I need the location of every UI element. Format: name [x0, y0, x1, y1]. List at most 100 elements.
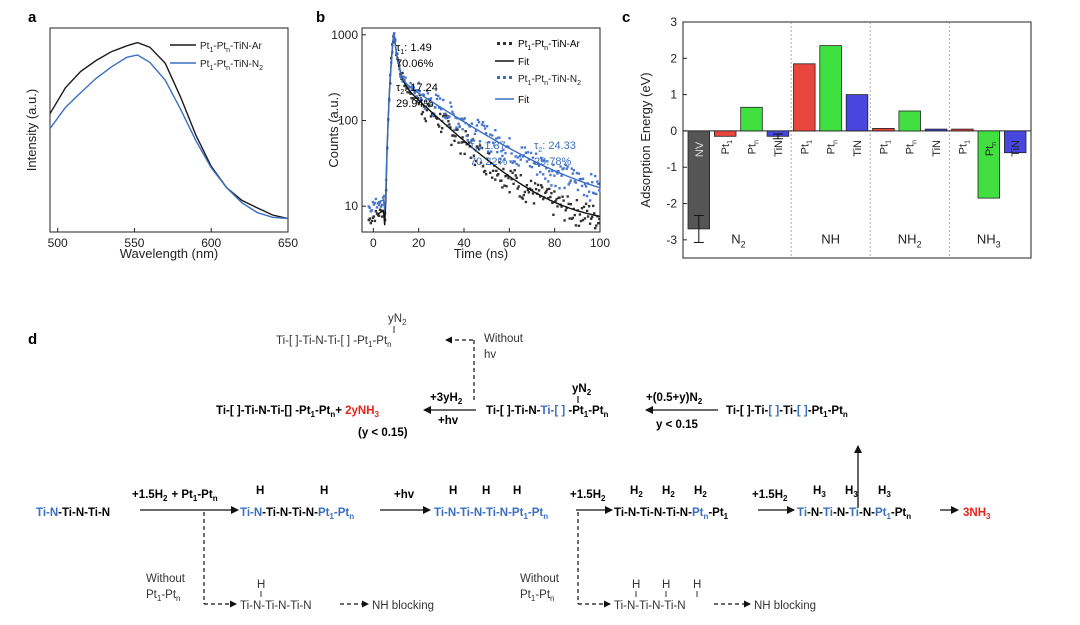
panel-b-point-n2 [587, 190, 591, 193]
ammonia-product: 3NH3 [963, 507, 991, 521]
panel-b-point-n2 [402, 75, 405, 78]
panel-b-point-ar [459, 152, 462, 155]
panel-b-point-n2 [407, 86, 410, 89]
panel-b-point-n2 [457, 122, 460, 125]
panel-b-point-n2 [529, 151, 533, 155]
panel-c-bars: NV Pt1 Ptn TiN Pt1 Ptn TiN Pt1 Ptn TiN Pt1 Ptn TiN [687, 45, 1027, 243]
panel-c-ylabel: Adsorption Energy (eV) [638, 72, 653, 207]
panel-b-point-ar [435, 117, 439, 120]
panel-b-point-ar [500, 179, 503, 182]
panel-c-ytick-label: 2 [670, 51, 677, 65]
panel-b-point-ar [429, 115, 433, 118]
panel-b-point-ar [525, 184, 529, 187]
panel-b-point-ar [406, 91, 409, 94]
panel-b-point-n2 [479, 146, 483, 150]
top-formula: Ti-[ ]-Ti-N-Ti-[ ] -Pt1-Ptn [276, 335, 392, 349]
panel-b-point-n2 [495, 137, 498, 140]
panel-b-point-n2 [546, 160, 549, 163]
n2-tau2: τ2: 24.33 [534, 140, 576, 154]
ar-tau1: τ1: 1.49 [396, 42, 432, 56]
panel-b-point-n2 [442, 98, 445, 102]
panel-b-point-n2 [544, 177, 547, 180]
hydrogenation-hv: +hv [438, 415, 459, 427]
panel-b-point-n2 [418, 90, 421, 93]
panel-b-point-n2 [411, 84, 414, 88]
panel-b-point-ar [578, 213, 582, 216]
panel-b-point-n2 [496, 151, 499, 154]
panel-b-point-ar [586, 215, 590, 218]
panel-b-point-n2 [542, 173, 545, 176]
panel-b-point-n2 [549, 173, 552, 177]
panel-b-point-ar [481, 165, 485, 168]
panel-a-label: a [28, 9, 37, 26]
panel-b-point-ar [587, 205, 591, 208]
panel-c-bar-label: Pt1 [958, 140, 972, 154]
panel-b-point-ar [588, 222, 592, 225]
panel-b-point-ar [412, 97, 415, 100]
panel-b-point-ar [590, 217, 593, 220]
panel-c-bar [793, 63, 816, 132]
panel-b-point-ar [533, 182, 537, 185]
panel-b-point-n2 [580, 184, 584, 188]
panel-b-point-ar [547, 197, 550, 200]
panel-c-bar-label: Pt1 [720, 140, 734, 154]
n2-fixation-reagent: +(0.5+y)N2 [646, 392, 703, 406]
panel-b-point-ar [565, 206, 568, 210]
panel-b-point-ar [560, 205, 563, 208]
panel-b-point-n2 [514, 155, 517, 158]
panel-c-ytick-label: 1 [670, 88, 677, 102]
panel-b-point-ar [577, 224, 581, 227]
panel-b-point-ar [494, 178, 497, 181]
panel-b-point-n2 [470, 122, 473, 125]
panel-b-point-n2 [372, 203, 376, 206]
panel-b-point-n2 [377, 203, 381, 207]
panel-b-point-n2 [530, 165, 534, 169]
panel-b-point-n2 [409, 81, 412, 85]
panel-b-point-ar [540, 184, 543, 187]
panel-b-point-n2 [430, 103, 434, 107]
legend-b-ar-marker-2 [503, 42, 506, 45]
panel-b-point-n2 [575, 171, 579, 175]
panel-c-bar [740, 106, 763, 132]
panel-b-point-n2 [525, 160, 529, 163]
panel-b-point-n2 [547, 180, 550, 183]
panel-b-point-n2 [455, 126, 458, 129]
panel-b-point-ar [367, 218, 370, 222]
legend-b-n2-marker-3 [509, 76, 512, 79]
panel-b-point-n2 [510, 152, 513, 155]
legend-b-ar-label: Pt1-Ptn-TiN-Ar [518, 39, 581, 52]
panel-b-point-n2 [508, 137, 511, 140]
panel-b-point-ar [423, 117, 427, 120]
panel-b-point-n2 [375, 206, 379, 209]
panel-b-point-n2 [493, 144, 496, 147]
panel-b-point-ar [597, 222, 600, 225]
without-hv-line2: hv [484, 349, 496, 361]
panel-b-point-n2 [422, 93, 426, 97]
panel-b-point-ar [542, 197, 545, 201]
panel-b-point-n2 [502, 148, 505, 151]
int2-h1: H [449, 485, 457, 497]
panel-b-point-ar [379, 209, 383, 212]
panel-b-xtick-label: 40 [457, 236, 471, 250]
panel-b-point-n2 [500, 150, 503, 153]
panel-b-point-n2 [556, 172, 559, 175]
panel-b-point-n2 [568, 181, 571, 184]
panel-c-bar-label: Ptn [747, 140, 761, 154]
panel-c-ytick-label: -2 [666, 197, 677, 211]
panel-b-point-ar [532, 202, 536, 205]
panel-a-spectra-chart: a 500 550 600 650 Wavelength (nm) Intensity… [24, 9, 298, 261]
row2-mid-intermediate: Ti-[ ]-Ti-N-Ti-[ ] -Pt1-Ptn [486, 405, 609, 419]
panel-a-x-ticks: 500 550 600 650 [48, 228, 298, 250]
panel-b-point-n2 [438, 106, 441, 109]
panel-b-ytick-label: 100 [338, 113, 358, 127]
legend-ar-label: Pt1-Ptn-TiN-Ar [200, 41, 263, 54]
panel-b-point-n2 [576, 188, 580, 192]
panel-b-point-n2 [553, 174, 556, 177]
branch1-result: NH blocking [372, 600, 434, 612]
panel-b-point-ar [515, 176, 518, 180]
panel-b-point-n2 [434, 93, 438, 96]
panel-c-bar-label: TiN [1010, 140, 1022, 157]
panel-b-point-ar [425, 109, 429, 112]
panel-b-point-n2 [579, 177, 583, 181]
panel-b-annotation-n2: τ1: 1.37 70.22% τ2: 24.33 29.78% [470, 140, 576, 168]
